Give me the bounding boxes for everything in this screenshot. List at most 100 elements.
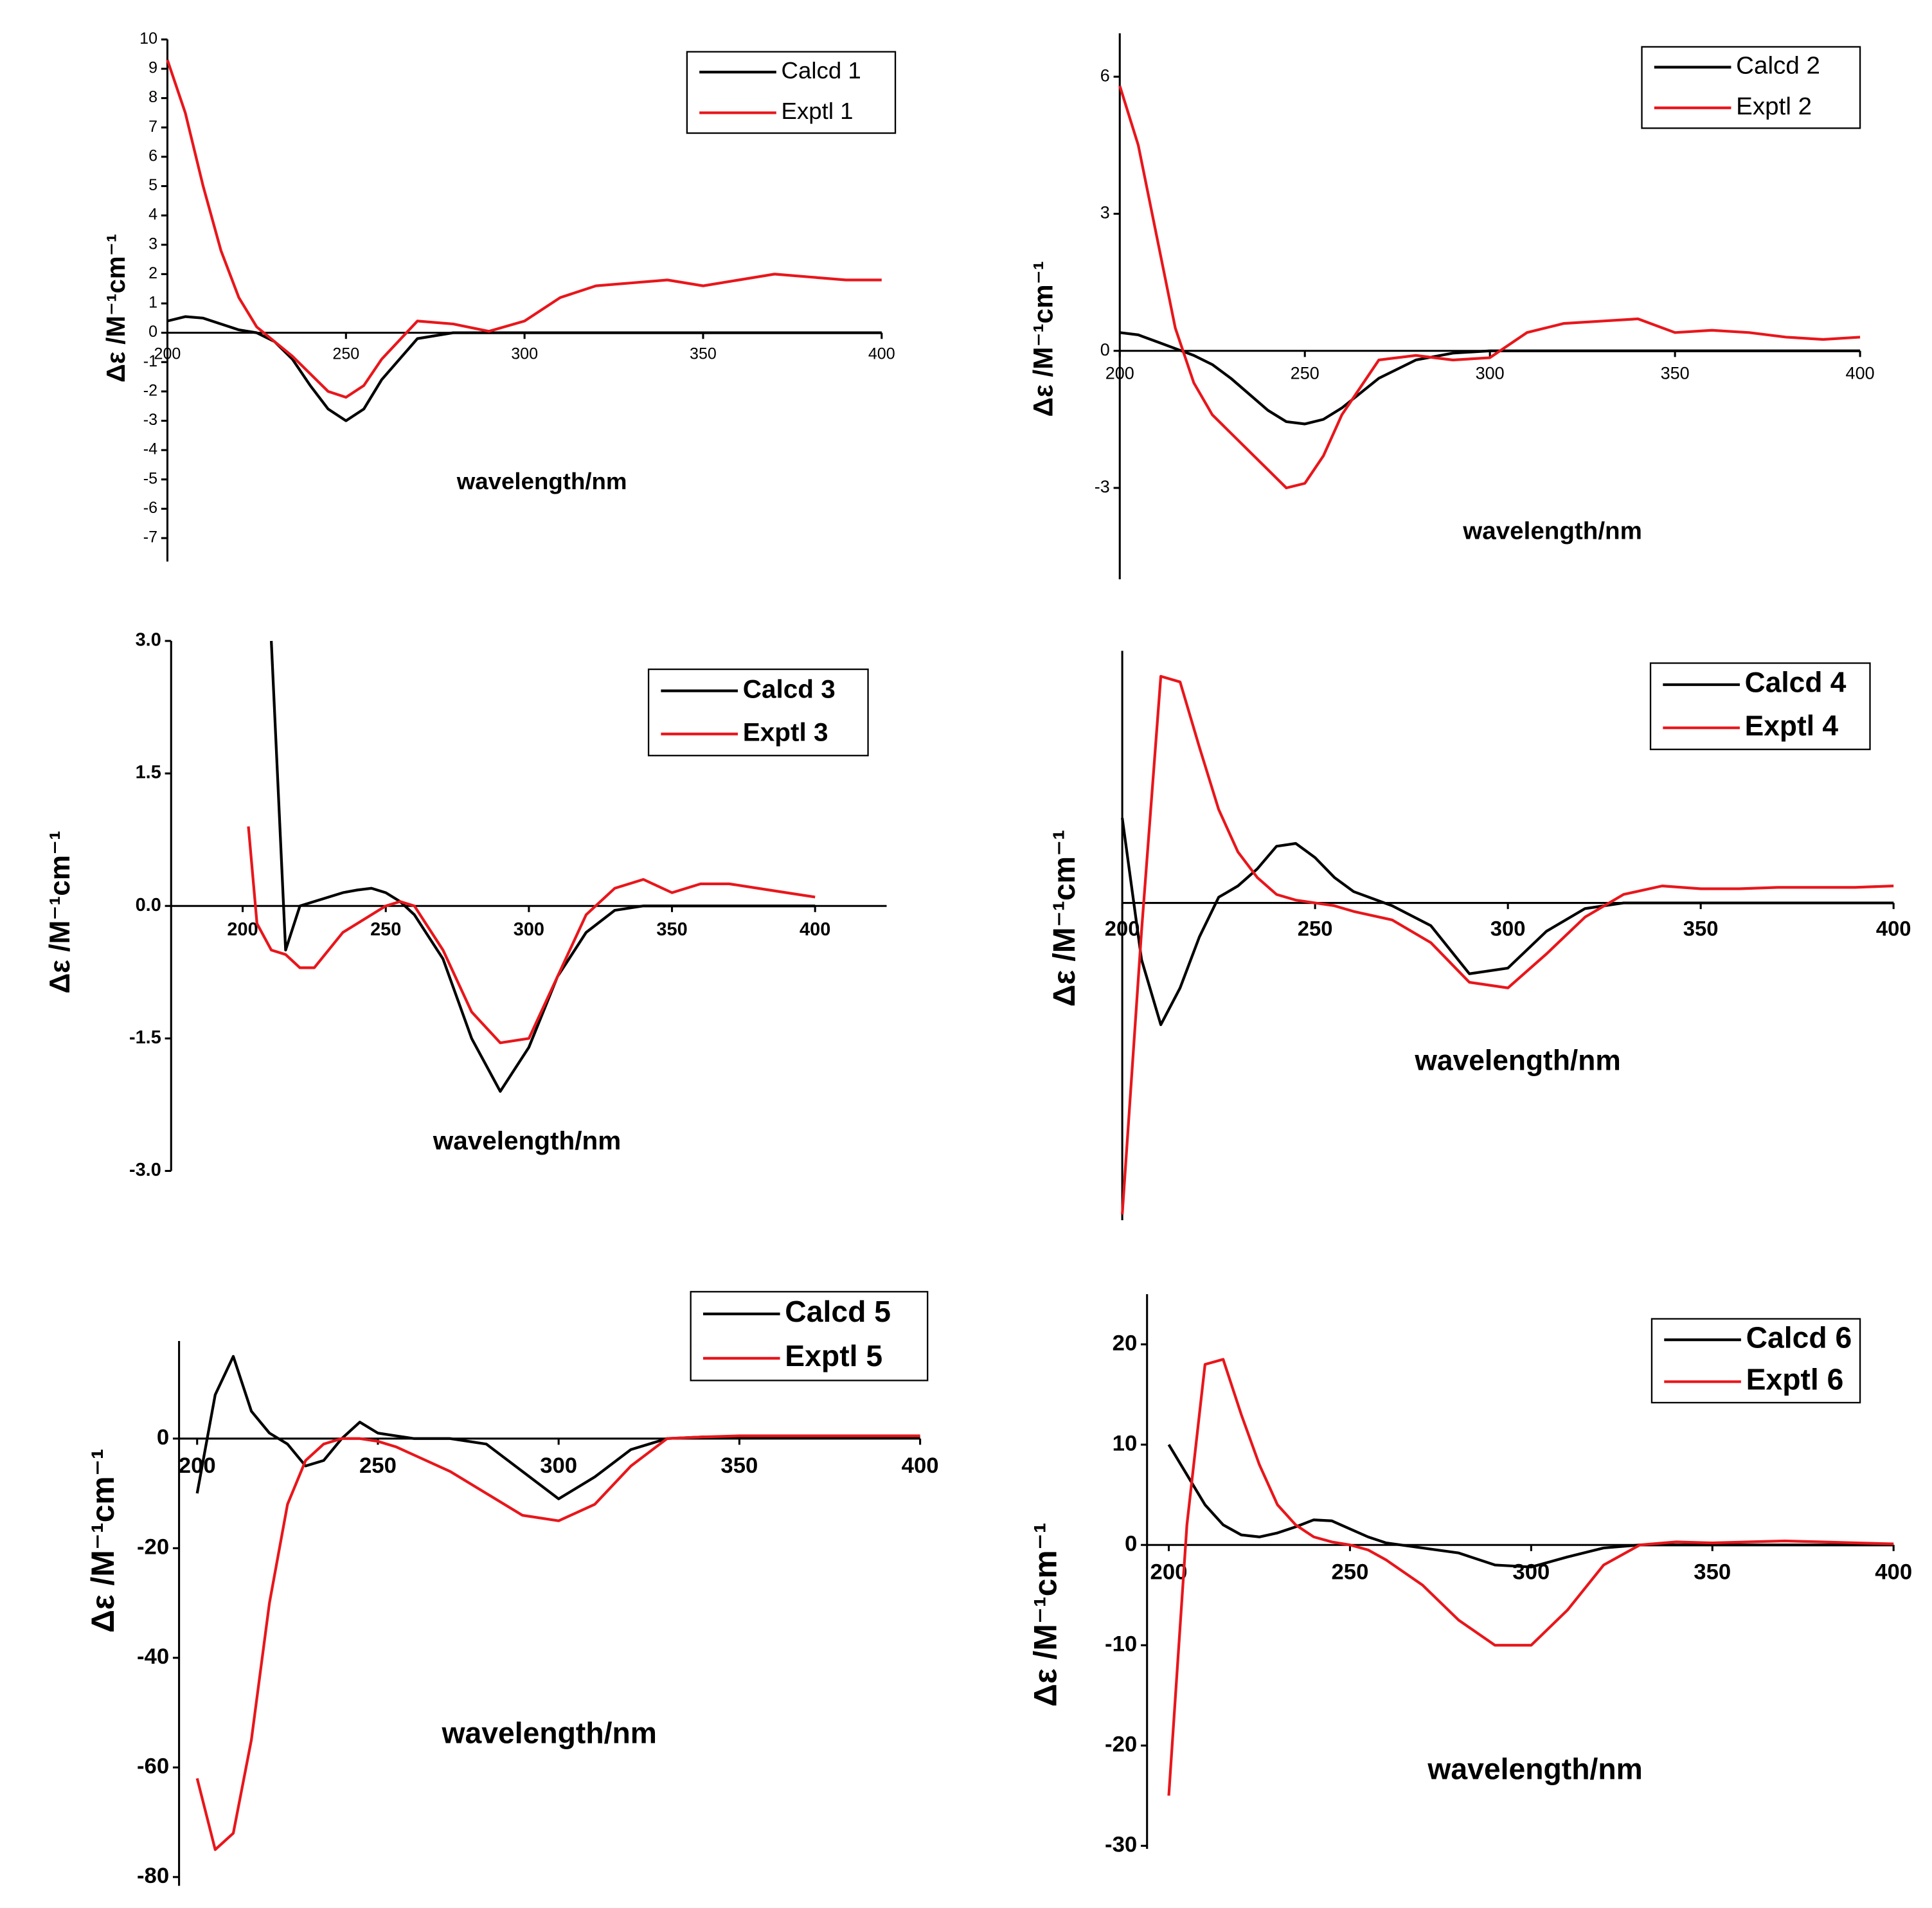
chart-panel: 200 250 300 350 400 wavelength/nm Δε /M⁻¹cm⁻¹ C… [1047, 651, 1911, 1221]
y-tick-label: -80 [137, 1864, 169, 1888]
y-tick-label: -40 [137, 1644, 169, 1669]
legend-box [1649, 662, 1871, 750]
y-tick-label: 6 [1100, 66, 1110, 85]
x-axis-label: wavelength/nm [456, 468, 627, 494]
legend-box [690, 1291, 929, 1382]
legend-label: Calcd 1 [782, 57, 861, 84]
data-line [269, 640, 816, 1093]
y-axis-label: Δε /M⁻¹cm⁻¹ [1028, 261, 1059, 417]
x-tick-label: 300 [1476, 363, 1505, 382]
y-tick-label: 7 [148, 118, 157, 136]
y-tick-label: 0.0 [136, 895, 161, 915]
legend: Calcd 1 Exptl 1 [686, 51, 897, 134]
x-tick-label: 250 [1331, 1560, 1368, 1585]
y-tick-label: 9 [148, 59, 157, 77]
legend-label: Calcd 6 [1746, 1320, 1852, 1354]
x-tick-label: 350 [1683, 916, 1719, 940]
y-tick-label: 20 [1113, 1331, 1138, 1355]
legend-box [1650, 1318, 1861, 1404]
x-tick-label: 400 [800, 919, 830, 940]
data-line [247, 826, 816, 1045]
y-axis-label: Δε /M⁻¹cm⁻¹ [44, 831, 76, 993]
legend-box [686, 51, 897, 134]
legend-label: Exptl 6 [1746, 1363, 1844, 1396]
x-axis-label: wavelength/nm [1427, 1752, 1642, 1785]
y-axis-label: Δε /M⁻¹cm⁻¹ [1027, 1522, 1063, 1707]
x-tick-label: 300 [511, 345, 538, 363]
y-tick-label: -3 [1095, 477, 1110, 496]
legend: Calcd 6 Exptl 6 [1650, 1318, 1861, 1404]
y-axis-label: Δε /M⁻¹cm⁻¹ [85, 1448, 121, 1633]
y-axis-label: Δε /M⁻¹cm⁻¹ [101, 234, 130, 382]
x-tick-label: 350 [1694, 1560, 1731, 1585]
x-tick-label: 300 [1490, 916, 1526, 940]
legend-label: Exptl 3 [743, 717, 828, 747]
legend: Calcd 2 Exptl 2 [1641, 46, 1861, 129]
x-tick-label: 350 [690, 345, 717, 363]
legend-label: Exptl 2 [1736, 93, 1812, 120]
data-line [166, 315, 882, 422]
x-tick-label: 200 [1105, 363, 1134, 382]
x-axis-label: wavelength/nm [1414, 1045, 1620, 1076]
y-tick-label: -20 [137, 1535, 169, 1560]
legend-label: Calcd 3 [743, 674, 836, 703]
y-tick-label: 0 [1100, 340, 1110, 359]
data-line [1119, 331, 1861, 426]
y-tick-label: 3.0 [136, 630, 161, 651]
y-tick-label: 8 [148, 88, 157, 106]
x-axis-label: wavelength/nm [1462, 518, 1642, 545]
y-tick-label: -5 [143, 469, 157, 487]
y-tick-label: -7 [143, 528, 157, 546]
legend: Calcd 4 Exptl 4 [1649, 662, 1871, 750]
y-tick-label: 3 [1100, 203, 1110, 222]
data-line [195, 1434, 920, 1851]
x-tick-label: 350 [720, 1454, 758, 1478]
y-tick-label: -10 [1105, 1632, 1137, 1656]
y-axis-label: Δε /M⁻¹cm⁻¹ [1047, 830, 1082, 1007]
y-tick-label: 1.5 [136, 762, 161, 783]
y-tick-label: -60 [137, 1754, 169, 1779]
y-tick-label: -6 [143, 499, 157, 517]
x-tick-label: 400 [1875, 1560, 1912, 1585]
y-tick-label: -1 [143, 352, 157, 370]
y-tick-label: -3.0 [129, 1160, 161, 1180]
legend-label: Calcd 5 [785, 1295, 891, 1328]
chart-panel: 200 250 300 350 400-30-20-1001020wavelength/… [1027, 1294, 1912, 1857]
x-tick-label: 400 [1876, 916, 1911, 940]
x-tick-label: 200 [154, 345, 181, 363]
x-tick-label: 350 [1661, 363, 1690, 382]
legend: Calcd 5 Exptl 5 [690, 1291, 929, 1382]
legend-label: Calcd 4 [1745, 667, 1847, 699]
data-line [166, 59, 882, 399]
x-axis-label: wavelength/nm [433, 1126, 622, 1155]
y-tick-label: -1.5 [129, 1027, 161, 1048]
y-tick-label: 2 [148, 264, 157, 282]
y-tick-label: 5 [148, 176, 157, 194]
legend: Calcd 3 Exptl 3 [647, 668, 869, 757]
legend-label: Exptl 5 [785, 1339, 882, 1372]
y-tick-label: 10 [1113, 1431, 1138, 1455]
x-tick-label: 400 [868, 345, 895, 363]
x-tick-label: 300 [540, 1454, 577, 1478]
x-tick-label: 300 [514, 919, 544, 940]
x-tick-label: 250 [332, 345, 359, 363]
y-tick-label: 4 [148, 206, 157, 224]
y-tick-label: -2 [143, 382, 157, 400]
y-tick-label: -30 [1105, 1832, 1137, 1857]
data-line [1120, 674, 1894, 1215]
data-line [1167, 1444, 1894, 1569]
y-tick-label: -20 [1105, 1732, 1137, 1756]
x-tick-label: 200 [1150, 1560, 1188, 1585]
legend-label: Calcd 2 [1736, 52, 1820, 80]
x-tick-label: 200 [179, 1454, 216, 1478]
legend-box [1641, 46, 1861, 129]
y-tick-label: 0 [1125, 1531, 1137, 1556]
x-tick-label: 250 [1298, 916, 1333, 940]
chart-panel: 200 250 300 350 400 -3.0 -1.5 0.0 1.5 3.0 waveleng… [44, 630, 887, 1180]
legend-label: Exptl 1 [782, 98, 854, 124]
chart-panel: 200 250 300 350 400 -80 -60 -40 -20 0 wavelength/n… [85, 1291, 939, 1888]
x-tick-label: 250 [359, 1454, 397, 1478]
legend-label: Exptl 4 [1745, 710, 1839, 742]
x-tick-label: 400 [902, 1454, 939, 1478]
y-tick-label: 3 [148, 235, 157, 253]
